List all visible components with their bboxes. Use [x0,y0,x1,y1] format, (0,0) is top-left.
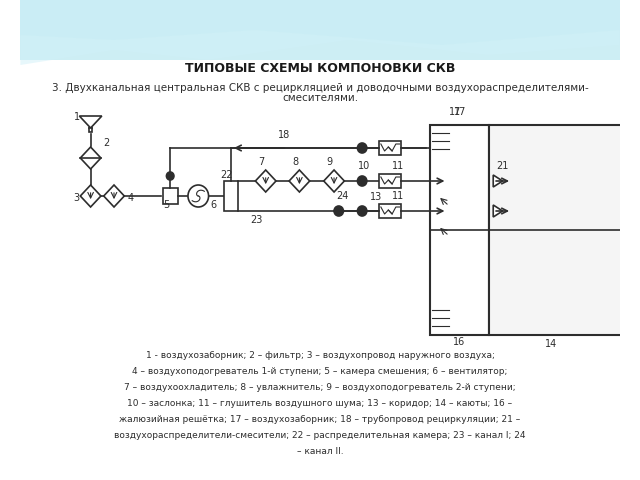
Text: 8: 8 [292,157,298,167]
Bar [379,174,401,188]
Text: – канал II.: – канал II. [297,446,343,456]
Circle shape [358,176,367,186]
Text: 23: 23 [250,215,262,225]
Circle shape [358,143,367,153]
Polygon shape [324,170,344,192]
Polygon shape [493,205,502,217]
Bar [431,125,488,335]
Polygon shape [80,185,101,207]
Bar [379,204,401,218]
Text: жалюзийная решётка; 17 – воздухозаборник; 18 – трубопровод рециркуляции; 21 –: жалюзийная решётка; 17 – воздухозаборник… [120,415,520,423]
Bar [225,181,237,211]
Text: 7 – воздухоохладитель; 8 – увлажнитель; 9 – воздухоподогреватель 2-й ступени;: 7 – воздухоохладитель; 8 – увлажнитель; … [124,383,516,392]
Circle shape [188,185,209,207]
Text: 21: 21 [496,161,508,171]
Text: 18: 18 [278,130,290,140]
Polygon shape [20,0,620,60]
Text: 1: 1 [74,112,80,122]
Polygon shape [493,175,502,187]
Text: 24: 24 [336,191,348,201]
Text: 17: 17 [454,107,467,117]
Text: воздухораспределители-смесители; 22 – распределительная камера; 23 – канал I; 24: воздухораспределители-смесители; 22 – ра… [115,431,525,440]
Circle shape [166,172,174,180]
Text: 6: 6 [211,200,216,210]
Polygon shape [289,170,310,192]
Text: смесителями.: смесителями. [282,93,358,103]
Text: 10 – заслонка; 11 – глушитель воздушного шума; 13 – коридор; 14 – каюты; 16 –: 10 – заслонка; 11 – глушитель воздушного… [127,398,513,408]
Polygon shape [20,0,620,45]
Text: 10: 10 [358,161,371,171]
Text: 11: 11 [392,191,404,201]
Polygon shape [255,170,276,192]
Bar [379,141,401,155]
Text: 22: 22 [220,170,232,180]
Bar [163,188,178,204]
Text: 7: 7 [258,157,264,167]
Text: 17: 17 [449,107,461,117]
Text: 2: 2 [104,138,110,148]
Text: 1 - воздухозаборник; 2 – фильтр; 3 – воздухопровод наружного воздуха;: 1 - воздухозаборник; 2 – фильтр; 3 – воз… [145,350,495,360]
Polygon shape [79,116,102,128]
Text: 14: 14 [545,339,557,349]
Polygon shape [20,0,620,65]
Polygon shape [80,147,101,169]
Text: 3: 3 [74,193,80,203]
Text: 11: 11 [392,161,404,171]
Text: 16: 16 [453,337,466,347]
Text: 9: 9 [326,157,333,167]
Circle shape [358,206,367,216]
Polygon shape [104,185,124,207]
Text: 4 – воздухоподогреватель 1-й ступени; 5 – камера смешения; 6 – вентилятор;: 4 – воздухоподогреватель 1-й ступени; 5 … [132,367,508,375]
Bar [89,128,92,132]
Text: 4: 4 [127,193,133,203]
Text: 3. Двухканальная центральная СКВ с рециркляцией и доводочными воздухораспределит: 3. Двухканальная центральная СКВ с рецир… [52,83,588,93]
Circle shape [334,206,344,216]
Text: 5: 5 [163,200,169,210]
Text: 13: 13 [370,192,382,202]
Text: ТИПОВЫЕ СХЕМЫ КОМПОНОВКИ СКВ: ТИПОВЫЕ СХЕМЫ КОМПОНОВКИ СКВ [185,61,455,74]
Bar [488,125,624,335]
